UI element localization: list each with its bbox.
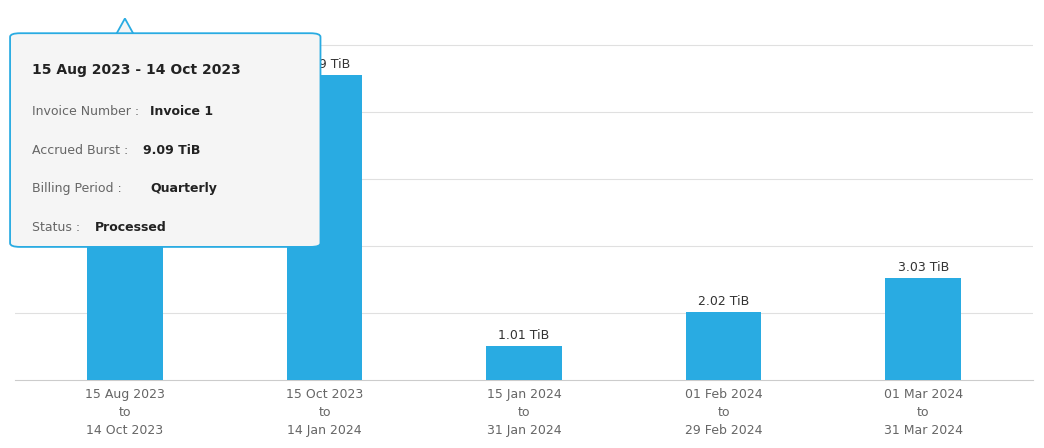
Text: 2.02 TiB: 2.02 TiB (698, 295, 750, 308)
Bar (686, 312, 761, 379)
Text: Accrued Burst :: Accrued Burst : (32, 144, 133, 157)
Text: 9.09 TiB: 9.09 TiB (143, 144, 200, 157)
Text: Processed: Processed (95, 221, 166, 234)
Bar (87, 75, 163, 379)
Text: Billing Period :: Billing Period : (32, 182, 126, 195)
Bar (487, 346, 562, 379)
Text: 9.09 TiB: 9.09 TiB (299, 58, 350, 71)
Text: 3.03 TiB: 3.03 TiB (898, 261, 949, 274)
Text: Status :: Status : (32, 221, 85, 234)
Polygon shape (116, 18, 134, 35)
Bar (885, 278, 962, 379)
Text: 9.09 TiB: 9.09 TiB (99, 58, 150, 71)
FancyBboxPatch shape (10, 33, 321, 247)
Text: 1.01 TiB: 1.01 TiB (498, 329, 549, 342)
Text: 15 Aug 2023 - 14 Oct 2023: 15 Aug 2023 - 14 Oct 2023 (32, 63, 241, 77)
Text: Invoice 1: Invoice 1 (150, 105, 213, 118)
Text: Invoice Number :: Invoice Number : (32, 105, 144, 118)
Text: Quarterly: Quarterly (150, 182, 217, 195)
Bar (286, 75, 362, 379)
